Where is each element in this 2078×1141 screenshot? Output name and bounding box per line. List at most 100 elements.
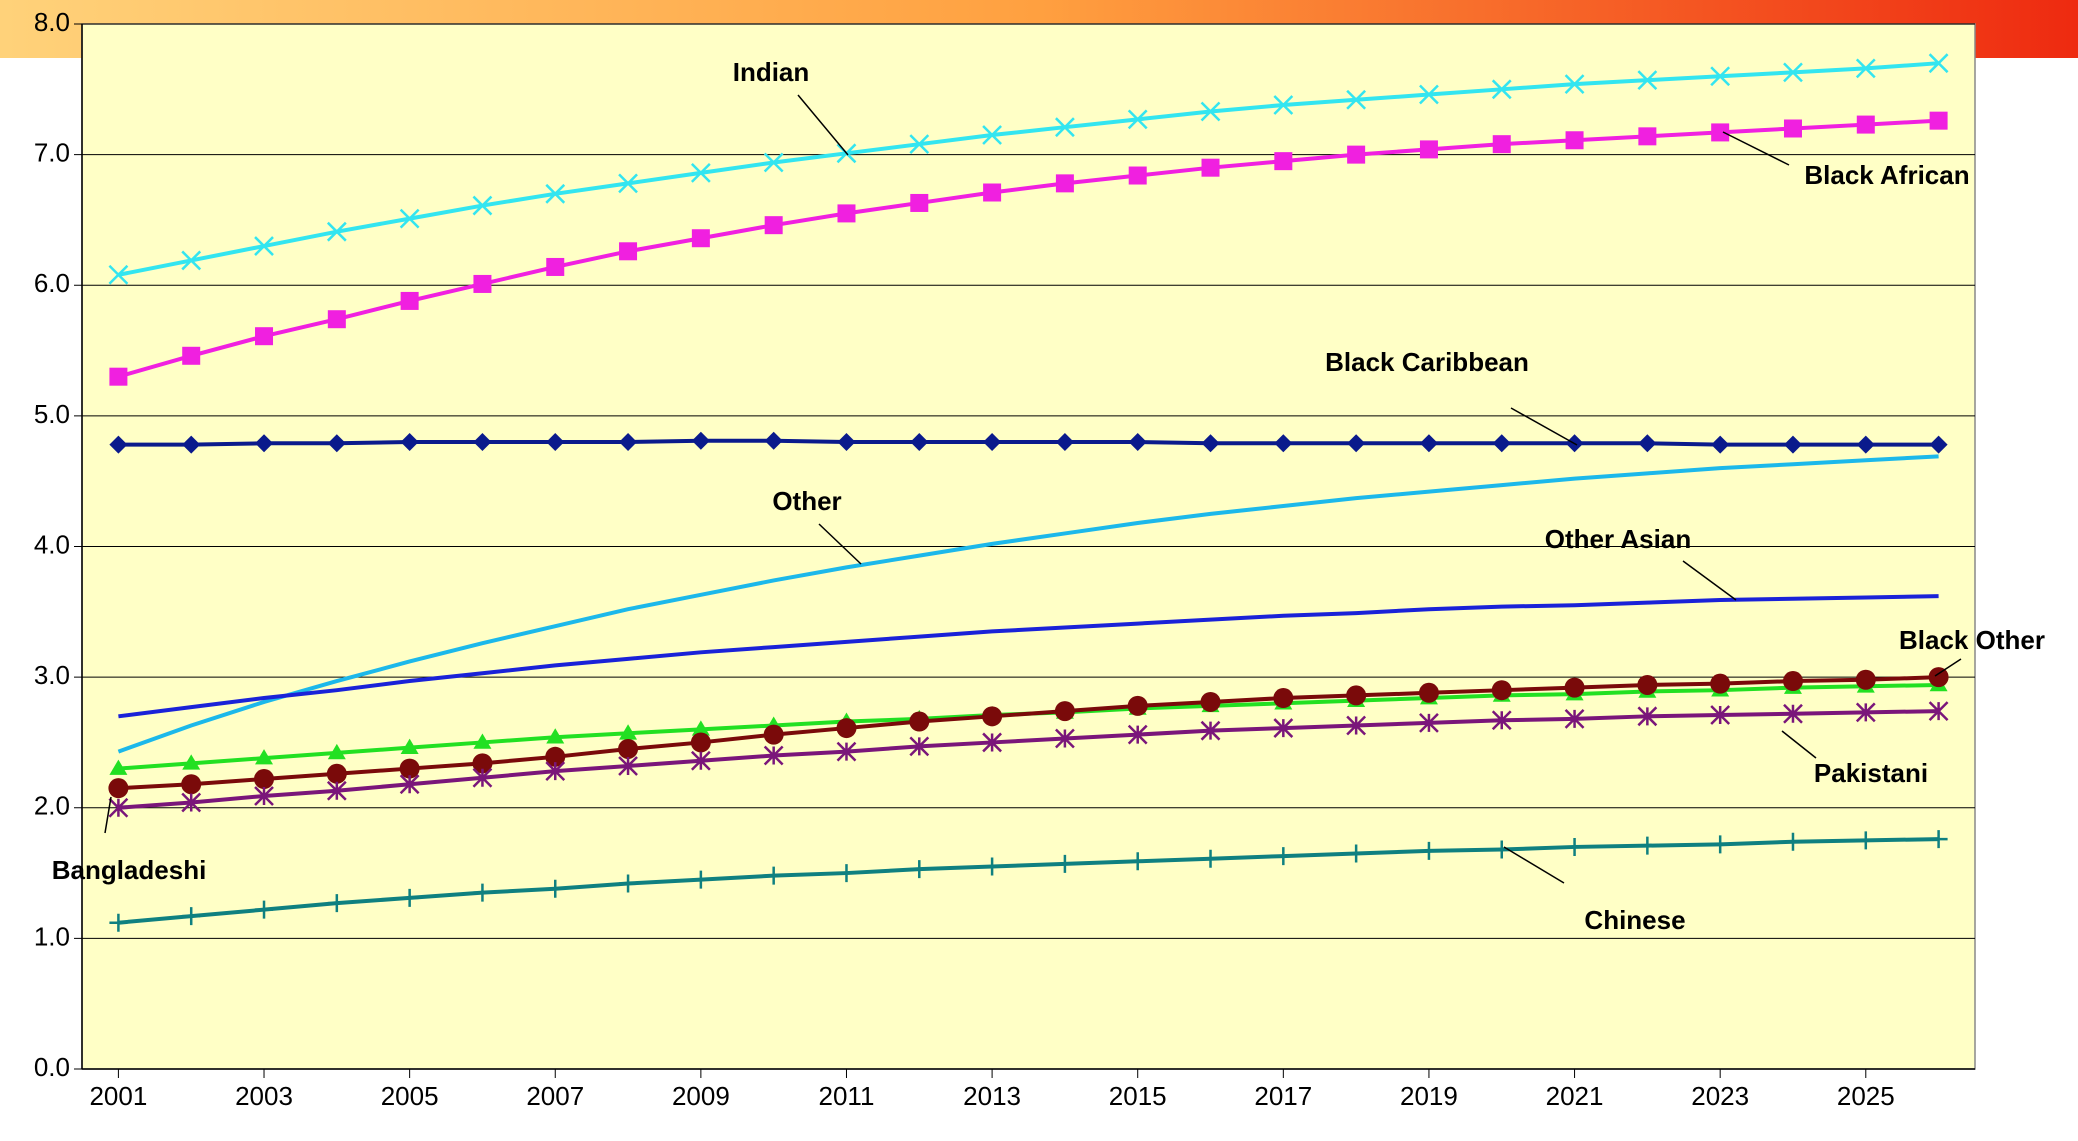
marker bbox=[1419, 84, 1439, 105]
marker bbox=[1928, 701, 1949, 721]
series-label: Indian bbox=[733, 57, 810, 87]
marker bbox=[691, 229, 710, 248]
marker bbox=[1637, 674, 1658, 695]
x-tick-label: 2011 bbox=[819, 1081, 875, 1111]
marker bbox=[619, 242, 638, 261]
marker bbox=[1418, 682, 1439, 703]
marker bbox=[1637, 70, 1658, 91]
marker bbox=[1055, 433, 1074, 451]
series-label: Other bbox=[772, 486, 841, 516]
marker bbox=[1855, 702, 1876, 723]
y-tick-label: 4.0 bbox=[34, 529, 70, 559]
marker bbox=[1127, 724, 1148, 745]
marker bbox=[690, 163, 711, 183]
marker bbox=[400, 291, 419, 310]
marker bbox=[837, 433, 856, 451]
marker bbox=[910, 860, 929, 879]
marker bbox=[909, 711, 930, 732]
marker bbox=[181, 774, 202, 795]
x-tick-label: 2015 bbox=[1109, 1081, 1167, 1111]
y-tick-label: 6.0 bbox=[34, 268, 70, 298]
marker bbox=[763, 745, 784, 766]
marker bbox=[1637, 706, 1658, 727]
marker bbox=[545, 761, 566, 782]
leader-line bbox=[104, 796, 112, 834]
marker bbox=[473, 733, 492, 749]
marker bbox=[109, 435, 128, 454]
marker bbox=[1492, 135, 1511, 154]
marker bbox=[1783, 119, 1802, 138]
leader-line bbox=[818, 523, 862, 565]
marker bbox=[909, 134, 930, 155]
marker bbox=[690, 750, 711, 771]
marker bbox=[1856, 115, 1875, 134]
marker bbox=[910, 433, 929, 451]
y-tick-label: 5.0 bbox=[34, 399, 70, 429]
marker bbox=[472, 753, 493, 774]
marker bbox=[837, 864, 856, 883]
marker bbox=[1347, 145, 1366, 164]
marker bbox=[1055, 728, 1075, 749]
series-label: Black African bbox=[1804, 160, 1969, 190]
marker bbox=[1419, 140, 1438, 159]
marker bbox=[255, 434, 274, 453]
marker bbox=[1273, 718, 1294, 738]
marker bbox=[1274, 847, 1293, 866]
marker bbox=[983, 183, 1002, 202]
marker bbox=[1492, 434, 1511, 453]
y-tick-label: 1.0 bbox=[34, 921, 70, 951]
marker bbox=[546, 257, 565, 276]
marker bbox=[182, 754, 201, 770]
marker bbox=[1273, 95, 1294, 115]
marker bbox=[108, 778, 129, 799]
marker bbox=[108, 264, 129, 285]
marker bbox=[1783, 435, 1802, 454]
marker bbox=[763, 724, 784, 745]
marker bbox=[1564, 709, 1585, 729]
leader-line bbox=[797, 94, 849, 156]
x-tick-label: 2001 bbox=[89, 1081, 147, 1111]
marker bbox=[1855, 58, 1876, 79]
marker bbox=[1929, 830, 1948, 849]
y-tick-label: 8.0 bbox=[34, 7, 70, 37]
marker bbox=[982, 706, 1003, 727]
marker bbox=[619, 433, 638, 451]
marker bbox=[1347, 844, 1366, 863]
marker bbox=[472, 767, 493, 788]
marker bbox=[1419, 841, 1438, 860]
marker bbox=[109, 913, 128, 932]
marker bbox=[1711, 435, 1730, 454]
marker bbox=[691, 720, 710, 736]
marker bbox=[618, 756, 638, 776]
marker bbox=[909, 736, 930, 757]
marker bbox=[1782, 671, 1803, 692]
marker bbox=[1638, 434, 1657, 453]
marker bbox=[1201, 158, 1220, 177]
x-tick-label: 2021 bbox=[1546, 1081, 1604, 1111]
x-tick-label: 2025 bbox=[1837, 1081, 1895, 1111]
marker bbox=[1564, 677, 1585, 698]
marker bbox=[836, 718, 857, 739]
series-line bbox=[118, 61, 1939, 277]
marker bbox=[1783, 62, 1803, 83]
marker bbox=[1565, 131, 1584, 150]
marker bbox=[327, 894, 346, 913]
marker bbox=[254, 236, 274, 256]
marker bbox=[763, 152, 784, 173]
marker bbox=[1127, 695, 1148, 716]
marker bbox=[1274, 152, 1293, 171]
series-line bbox=[118, 675, 1939, 791]
marker bbox=[764, 431, 783, 450]
marker bbox=[691, 870, 710, 889]
marker bbox=[400, 433, 419, 451]
marker bbox=[983, 433, 1002, 451]
series-label: Bangladeshi bbox=[52, 855, 207, 885]
marker bbox=[1564, 74, 1585, 94]
marker bbox=[545, 183, 566, 204]
marker bbox=[473, 433, 492, 451]
marker bbox=[1055, 174, 1074, 193]
marker bbox=[1419, 712, 1439, 733]
marker bbox=[764, 866, 783, 885]
marker bbox=[983, 857, 1002, 876]
